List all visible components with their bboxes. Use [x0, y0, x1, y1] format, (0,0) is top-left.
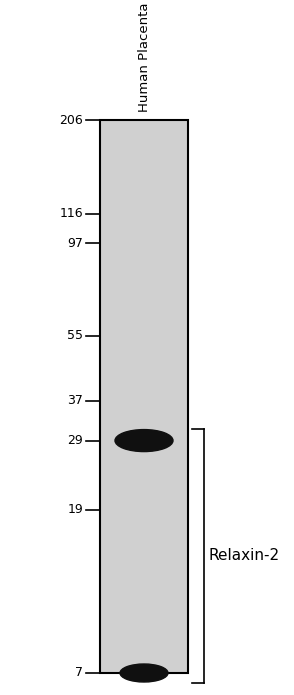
Text: Human Placenta: Human Placenta — [138, 3, 151, 112]
Text: 37: 37 — [67, 394, 83, 407]
Text: 206: 206 — [59, 113, 83, 126]
Text: 29: 29 — [67, 434, 83, 447]
Text: 55: 55 — [67, 329, 83, 343]
Text: 97: 97 — [67, 237, 83, 250]
Ellipse shape — [115, 430, 173, 452]
Text: 116: 116 — [59, 207, 83, 220]
Ellipse shape — [120, 664, 168, 682]
Text: 7: 7 — [75, 667, 83, 680]
FancyBboxPatch shape — [100, 120, 188, 673]
Text: 19: 19 — [67, 503, 83, 516]
Text: Relaxin-2: Relaxin-2 — [209, 548, 280, 563]
